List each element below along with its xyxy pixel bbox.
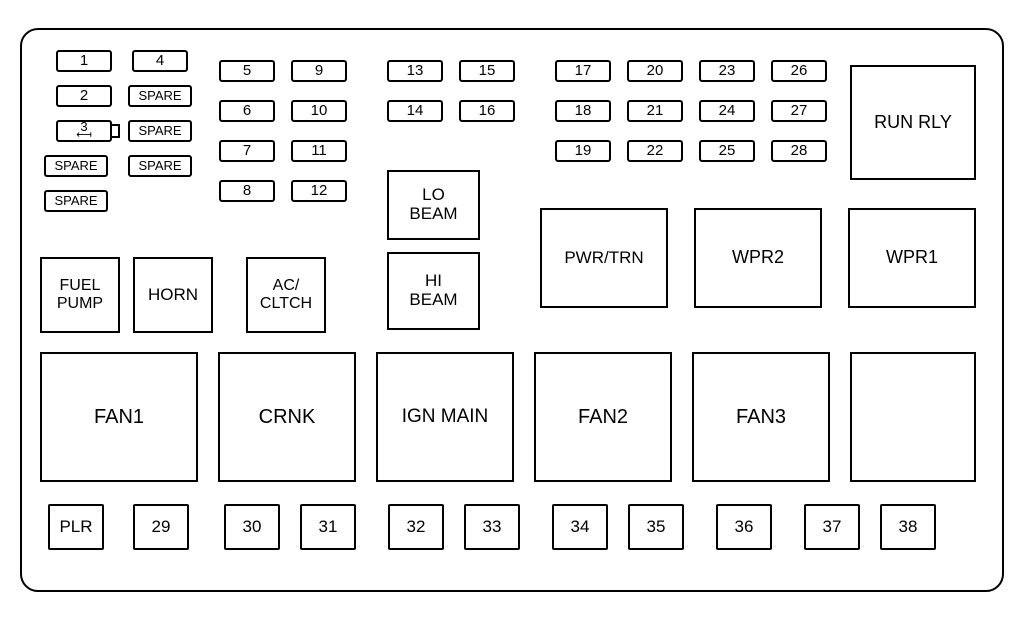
fuse-38: 38 [880,504,936,550]
fuse-7: 7 [219,140,275,162]
fuse-13: 13 [387,60,443,82]
fuse-18: 18 [555,100,611,122]
fuse-30: 30 [224,504,280,550]
relay-pwr-trn: PWR/TRN [540,208,668,308]
fuse-37: 37 [804,504,860,550]
fuse-24: 24 [699,100,755,122]
fuse-11: 11 [291,140,347,162]
relay-lo-beam: LO BEAM [387,170,480,240]
fuse-17: 17 [555,60,611,82]
fuse-34: 34 [552,504,608,550]
fuse-5: 5 [219,60,275,82]
relay-hi-beam: HI BEAM [387,252,480,330]
relay-wpr2: WPR2 [694,208,822,308]
fuse-23: 23 [699,60,755,82]
relay-horn: HORN [133,257,213,333]
fuse-plr: PLR [48,504,104,550]
fuse-8: 8 [219,180,275,202]
relay-run-rly: RUN RLY [850,65,976,180]
fuse-spare-4: SPARE [128,155,192,177]
relay-fan2: FAN2 [534,352,672,482]
fuse-15: 15 [459,60,515,82]
relay-wpr1: WPR1 [848,208,976,308]
fuse-21: 21 [627,100,683,122]
relay-fan1: FAN1 [40,352,198,482]
fuse-26: 26 [771,60,827,82]
fuse-10: 10 [291,100,347,122]
fuse-19: 19 [555,140,611,162]
fuse-1: 1 [56,50,112,72]
fuse-14: 14 [387,100,443,122]
fuse-9: 9 [291,60,347,82]
relay-ac-clutch: AC/ CLTCH [246,257,326,333]
fuse-31: 31 [300,504,356,550]
fuse-spare-2: SPARE [128,120,192,142]
fuse-spare-1: SPARE [128,85,192,107]
fuse-27: 27 [771,100,827,122]
fuse-4: 4 [132,50,188,72]
relay-blank [850,352,976,482]
relay-crnk: CRNK [218,352,356,482]
fuse-22: 22 [627,140,683,162]
fuse-35: 35 [628,504,684,550]
fuse-33: 33 [464,504,520,550]
fuse-36: 36 [716,504,772,550]
fuse-spare-5: SPARE [44,190,108,212]
fuse-3-tab [112,124,120,138]
fuse-spare-3: SPARE [44,155,108,177]
fuse-28: 28 [771,140,827,162]
relay-ign-main: IGN MAIN [376,352,514,482]
fuse-2: 2 [56,85,112,107]
relay-fan3: FAN3 [692,352,830,482]
fuse-32: 32 [388,504,444,550]
fuse-6: 6 [219,100,275,122]
relay-fuel-pump: FUEL PUMP [40,257,120,333]
fuse-12: 12 [291,180,347,202]
fuse-20: 20 [627,60,683,82]
arrow-icon: ⟻ [76,132,92,140]
fuse-16: 16 [459,100,515,122]
fuse-29: 29 [133,504,189,550]
fuse-3: 3 ⟻ [56,120,112,142]
fuse-25: 25 [699,140,755,162]
